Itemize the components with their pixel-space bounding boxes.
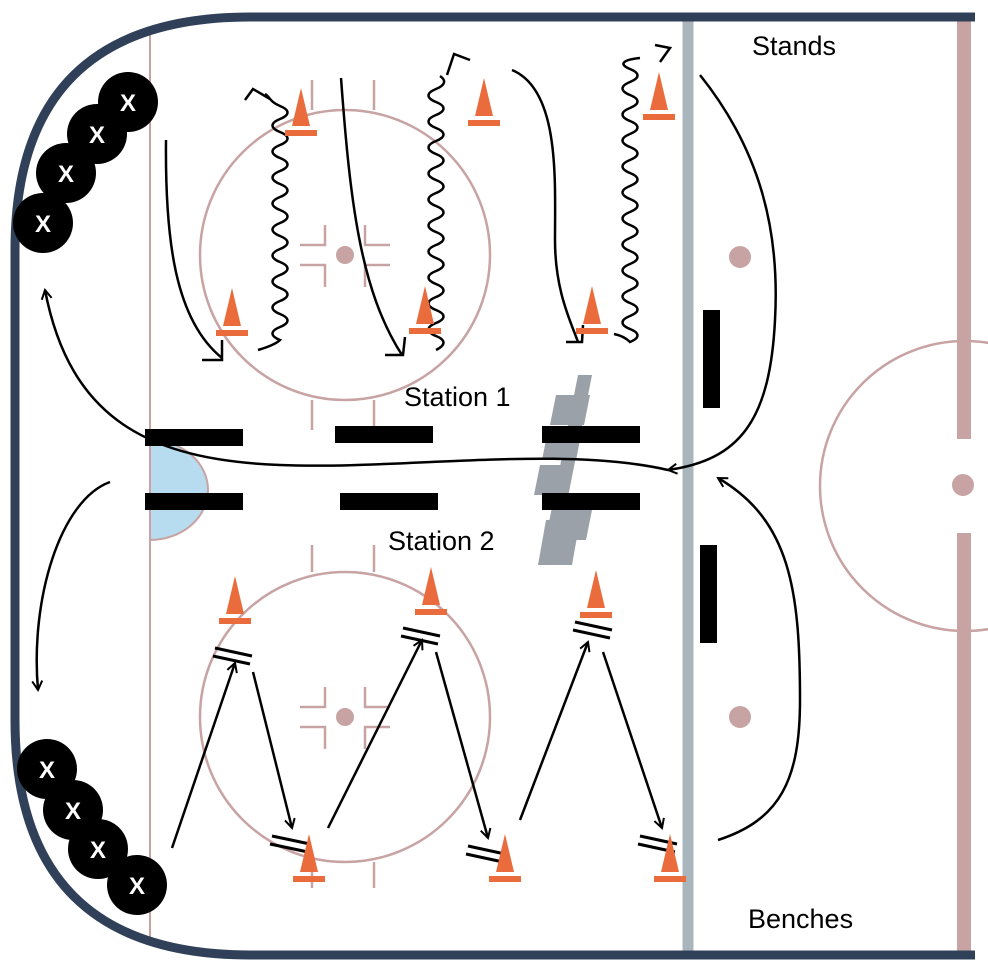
stands-label: Stands [752,31,836,61]
player-x-icon: X [13,193,73,253]
center-dot [952,474,974,496]
barrier-bar [145,493,243,510]
cone-icon [489,834,521,882]
pass-mark [572,620,613,640]
player-x-label: X [90,837,106,864]
pass-mark [400,626,441,646]
player-x-label: X [65,798,81,825]
neutral-dot-bottom [729,706,751,728]
barriers [145,310,720,643]
cone-icon [580,570,612,618]
center-red-line [957,17,971,955]
cone-icon [576,286,608,334]
pass-mark [269,834,311,854]
player-x-label: X [120,90,136,117]
player-x-icon: X [36,143,96,203]
cone-icon [293,834,325,882]
pass-mark [465,844,506,864]
benches-label: Benches [748,904,853,934]
barrier-bar [703,310,720,408]
player-x-label: X [35,211,51,238]
wavy-path-arrow [243,87,271,101]
station-2-label: Station 2 [388,526,495,556]
barrier-bar [145,429,243,446]
neutral-dot-top [729,246,751,268]
player-x-label: X [58,161,74,188]
barrier-bar [542,493,640,510]
cone-icon [468,78,500,126]
cone-icon [643,72,675,120]
cone-icon [219,576,251,624]
faceoff-circle-top [198,80,492,430]
station-1-arrows [45,68,777,470]
cone-icon [415,567,447,615]
cone-icon [285,88,317,136]
faceoff-circle-bottom [198,545,492,888]
barrier-bar [542,426,640,443]
wavy-path-arrow [654,43,673,63]
player-x-icon: X [107,855,167,915]
station-2-arrows [37,476,802,849]
player-group-bottom: X X X X [17,739,167,915]
cone-icon [654,834,686,882]
player-x-label: X [89,122,105,149]
player-group-top: X X X X [13,72,158,253]
player-x-icon: X [68,819,128,879]
station-1-label: Station 1 [404,382,511,412]
cone-icon [409,286,441,334]
cones [216,72,686,882]
player-x-label: X [39,757,55,784]
barrier-bar [335,426,433,443]
wavy-path [613,56,641,344]
rink-boards [10,12,975,960]
barrier-bar [340,493,438,510]
player-x-label: X [129,873,145,900]
wavy-path-arrow [445,52,471,76]
pass-mark [212,646,253,666]
cone-icon [216,288,248,336]
barrier-bar [700,545,717,643]
